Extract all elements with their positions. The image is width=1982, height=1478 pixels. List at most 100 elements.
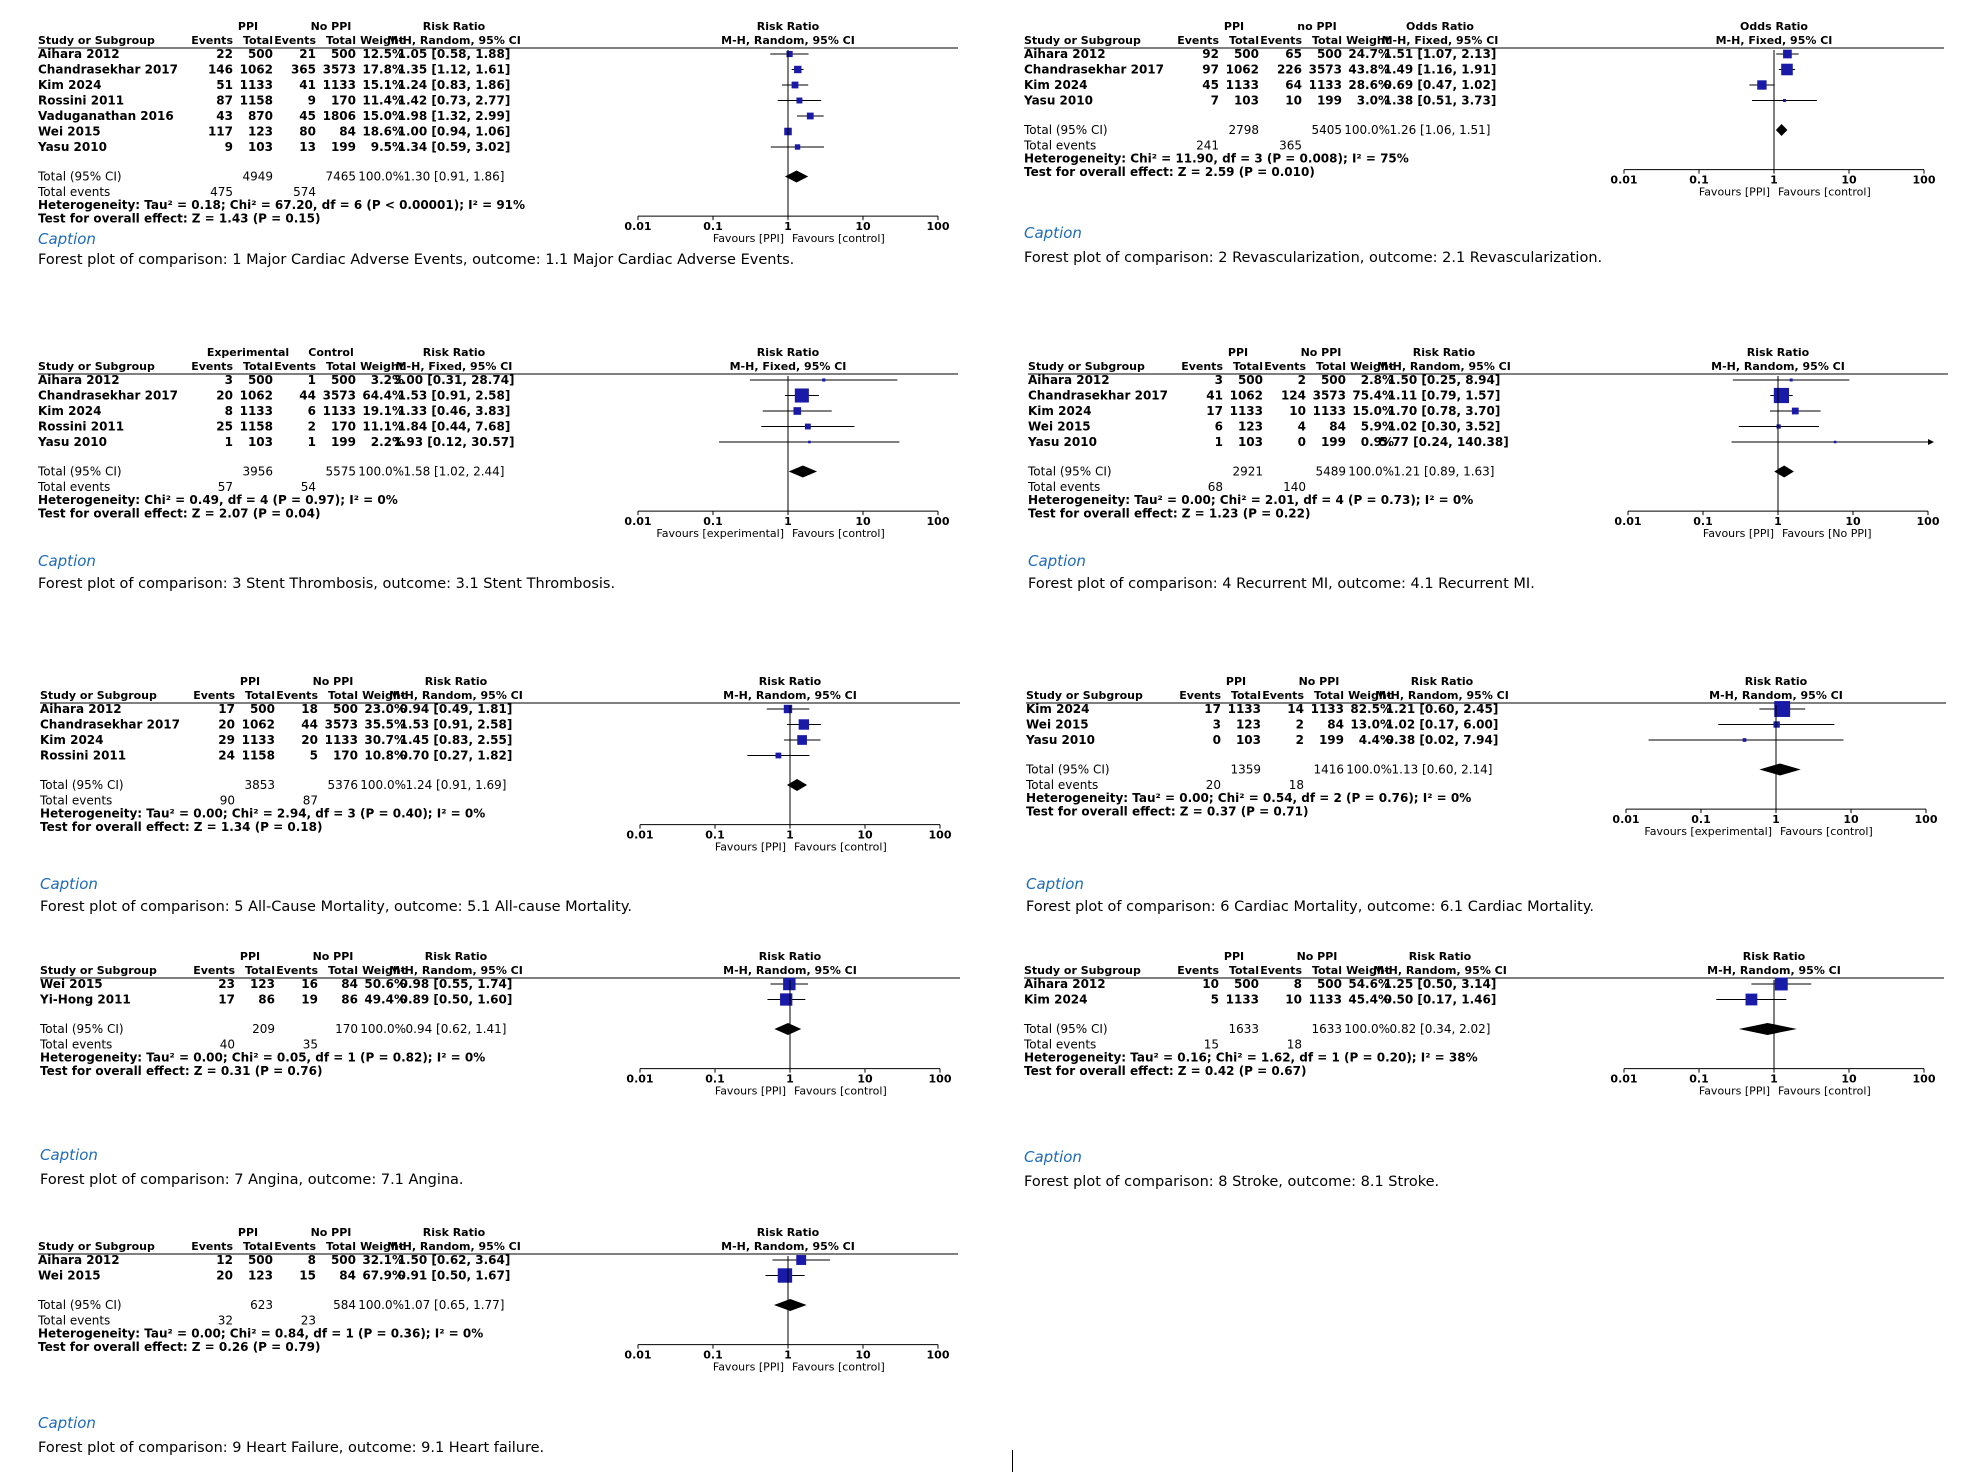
total2-cell: 84 (339, 1269, 356, 1283)
study-column-header: Study or Subgroup (38, 34, 155, 47)
weight-cell: 17.8% (362, 63, 404, 77)
group1-header: PPI (1228, 346, 1248, 359)
total2-cell: 199 (1319, 733, 1344, 747)
events2-cell: 16 (301, 977, 318, 991)
total-column-header: Total (1231, 689, 1261, 702)
axis-tick-label: 0.1 (705, 829, 725, 842)
total-ci: 0.82 [0.34, 2.02] (1390, 1022, 1491, 1036)
study-name: Chandrasekhar 2017 (1028, 389, 1168, 403)
study-marker (1789, 378, 1793, 382)
events1-cell: 117 (208, 125, 233, 139)
favours-left-label: Favours [PPI] (1699, 186, 1770, 199)
study-name: Wei 2015 (1026, 718, 1089, 732)
axis-tick-label: 1 (784, 1349, 792, 1362)
events1-cell: 10 (1202, 977, 1219, 991)
total-column-header: Total (243, 360, 273, 373)
axis-tick-label: 1 (1770, 1073, 1778, 1086)
overall-effect-text: Test for overall effect: Z = 0.37 (P = 0… (1026, 804, 1308, 818)
total1-sum: 1633 (1228, 1022, 1259, 1036)
total1-cell: 123 (248, 125, 273, 139)
weight-cell: 35.5% (364, 718, 406, 732)
total2-sum: 170 (335, 1022, 358, 1036)
total2-cell: 3573 (323, 389, 356, 403)
total-column-header: Total (243, 1240, 273, 1253)
study-name: Yi-Hong 2011 (39, 993, 131, 1007)
study-marker (1783, 49, 1792, 59)
axis-tick-label: 1 (784, 515, 792, 528)
study-name: Rossini 2011 (40, 749, 126, 763)
axis-tick-label: 100 (927, 515, 950, 528)
forest-plot-1: PPI No PPI Risk Ratio Risk Ratio Study or Su… (37, 20, 998, 272)
weight-cell: 15.1% (362, 78, 404, 92)
events-column-header: Events (276, 689, 318, 702)
events1-cell: 5 (1211, 993, 1219, 1007)
total1-cell: 1062 (1230, 389, 1263, 403)
pooled-diamond (1774, 465, 1794, 478)
total1-cell: 500 (248, 1253, 273, 1267)
study-marker (797, 735, 807, 745)
total1-cell: 1133 (1226, 78, 1259, 92)
events-column-header: Events (1260, 964, 1302, 977)
forest-plot-5: PPI No PPI Risk Ratio Risk Ratio Study or Su… (39, 675, 1000, 927)
total-events-label: Total events (39, 793, 112, 807)
study-column-header: Study or Subgroup (40, 964, 157, 977)
ci-cell: 0.98 [0.55, 1.74] (400, 977, 513, 991)
axis-tick-label: 10 (1845, 515, 1861, 528)
study-marker (783, 704, 793, 714)
total2-sum: 5376 (327, 778, 358, 792)
total2-sum: 5575 (325, 464, 356, 478)
events1-cell: 20 (216, 389, 233, 403)
study-marker (822, 378, 826, 382)
total-events-label: Total events (1025, 778, 1098, 792)
events2-cell: 6 (308, 404, 316, 418)
events1-cell: 17 (1206, 404, 1223, 418)
weight-cell: 23.0% (364, 702, 406, 716)
favours-left-label: Favours [experimental] (1644, 825, 1772, 838)
events2-cell: 21 (299, 47, 316, 61)
favours-right-label: Favours [control] (794, 841, 887, 854)
study-marker (1773, 387, 1789, 404)
total-events2: 54 (301, 480, 316, 494)
study-marker (783, 977, 796, 991)
ci-cell: 0.50 [0.17, 1.46] (1384, 993, 1497, 1007)
plot-method-header: M-H, Random, 95% CI (721, 34, 855, 47)
study-marker (798, 719, 810, 730)
study-name: Yasu 2010 (37, 435, 107, 449)
ci-cell: 1.24 [0.83, 1.86] (398, 78, 511, 92)
total2-cell: 199 (331, 435, 356, 449)
axis-tick-label: 10 (1843, 813, 1859, 826)
axis-tick-label: 10 (1841, 1073, 1857, 1086)
total-events1: 90 (220, 793, 235, 807)
total-column-header: Total (326, 34, 356, 47)
total1-sum: 3853 (244, 778, 275, 792)
total1-cell: 500 (1238, 373, 1263, 387)
overall-effect-text: Test for overall effect: Z = 1.23 (P = 0… (1028, 506, 1310, 520)
events2-cell: 2 (308, 420, 316, 434)
study-name: Wei 2015 (1028, 420, 1091, 434)
weight-column-header: Weight (360, 1240, 404, 1253)
total-column-header: Total (1312, 34, 1342, 47)
total2-cell: 3573 (1309, 63, 1342, 77)
axis-tick-label: 0.1 (1689, 1073, 1709, 1086)
total-column-header: Total (1312, 964, 1342, 977)
heterogeneity-text: Heterogeneity: Tau² = 0.00; Chi² = 2.01,… (1028, 493, 1473, 507)
total-events1: 32 (218, 1313, 233, 1327)
weight-cell: 3.0% (1357, 94, 1390, 108)
total2-cell: 170 (331, 420, 356, 434)
total2-cell: 84 (339, 125, 356, 139)
ci-cell: 1.34 [0.59, 3.02] (398, 140, 511, 154)
text-cursor (1012, 1450, 1013, 1472)
favours-right-label: Favours [control] (792, 527, 885, 540)
ci-cell: 1.42 [0.73, 2.77] (398, 94, 511, 108)
study-marker (1776, 424, 1781, 429)
study-column-header: Study or Subgroup (1026, 689, 1143, 702)
total-weight: 100.0% (1344, 1022, 1390, 1036)
weight-cell: 11.1% (362, 420, 404, 434)
events1-cell: 1 (225, 435, 233, 449)
total2-cell: 1133 (1309, 993, 1342, 1007)
measure-header: Risk Ratio (423, 346, 486, 359)
total-column-header: Total (1316, 360, 1346, 373)
total2-cell: 3573 (323, 63, 356, 77)
events2-cell: 2 (1296, 718, 1304, 732)
study-marker (794, 144, 801, 150)
